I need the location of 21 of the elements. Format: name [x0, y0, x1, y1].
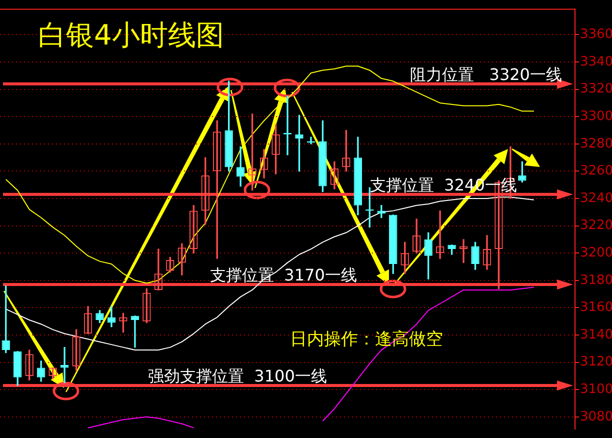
- y-tick-label: 3260: [580, 164, 612, 179]
- y-tick-label: 3180: [580, 272, 612, 288]
- y-tick-label: 3100: [580, 382, 612, 397]
- y-tick-label: 3280: [580, 136, 612, 152]
- candlestick: [60, 346, 69, 384]
- chart-title: 白银4小时线图: [38, 18, 224, 52]
- ref-line-label: 阻力位置 3320一线: [410, 64, 562, 84]
- y-tick-label: 3160: [580, 300, 612, 316]
- y-tick-label: 3120: [580, 354, 612, 370]
- y-tick-label: 3080: [580, 409, 612, 424]
- y-tick-label: 3300: [580, 109, 612, 124]
- y-tick-label: 3340: [580, 54, 612, 70]
- candlestick: [236, 146, 245, 187]
- candlestick: [130, 316, 140, 348]
- y-tick-label: 3140: [580, 327, 612, 342]
- y-tick-label: 3360: [580, 27, 612, 42]
- y-tick-label: 3200: [580, 246, 612, 260]
- y-tick-label: 3220: [580, 218, 612, 234]
- y-tick-label: 3240: [580, 190, 612, 206]
- y-tick-label: 3320: [580, 82, 612, 97]
- ref-line-label: 强劲支撑位置 3100一线: [148, 366, 327, 386]
